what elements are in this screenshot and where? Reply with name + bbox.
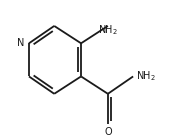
Text: NH$_2$: NH$_2$ [98,23,118,37]
Text: N: N [17,38,24,48]
Text: NH$_2$: NH$_2$ [136,70,156,83]
Text: O: O [104,127,112,137]
